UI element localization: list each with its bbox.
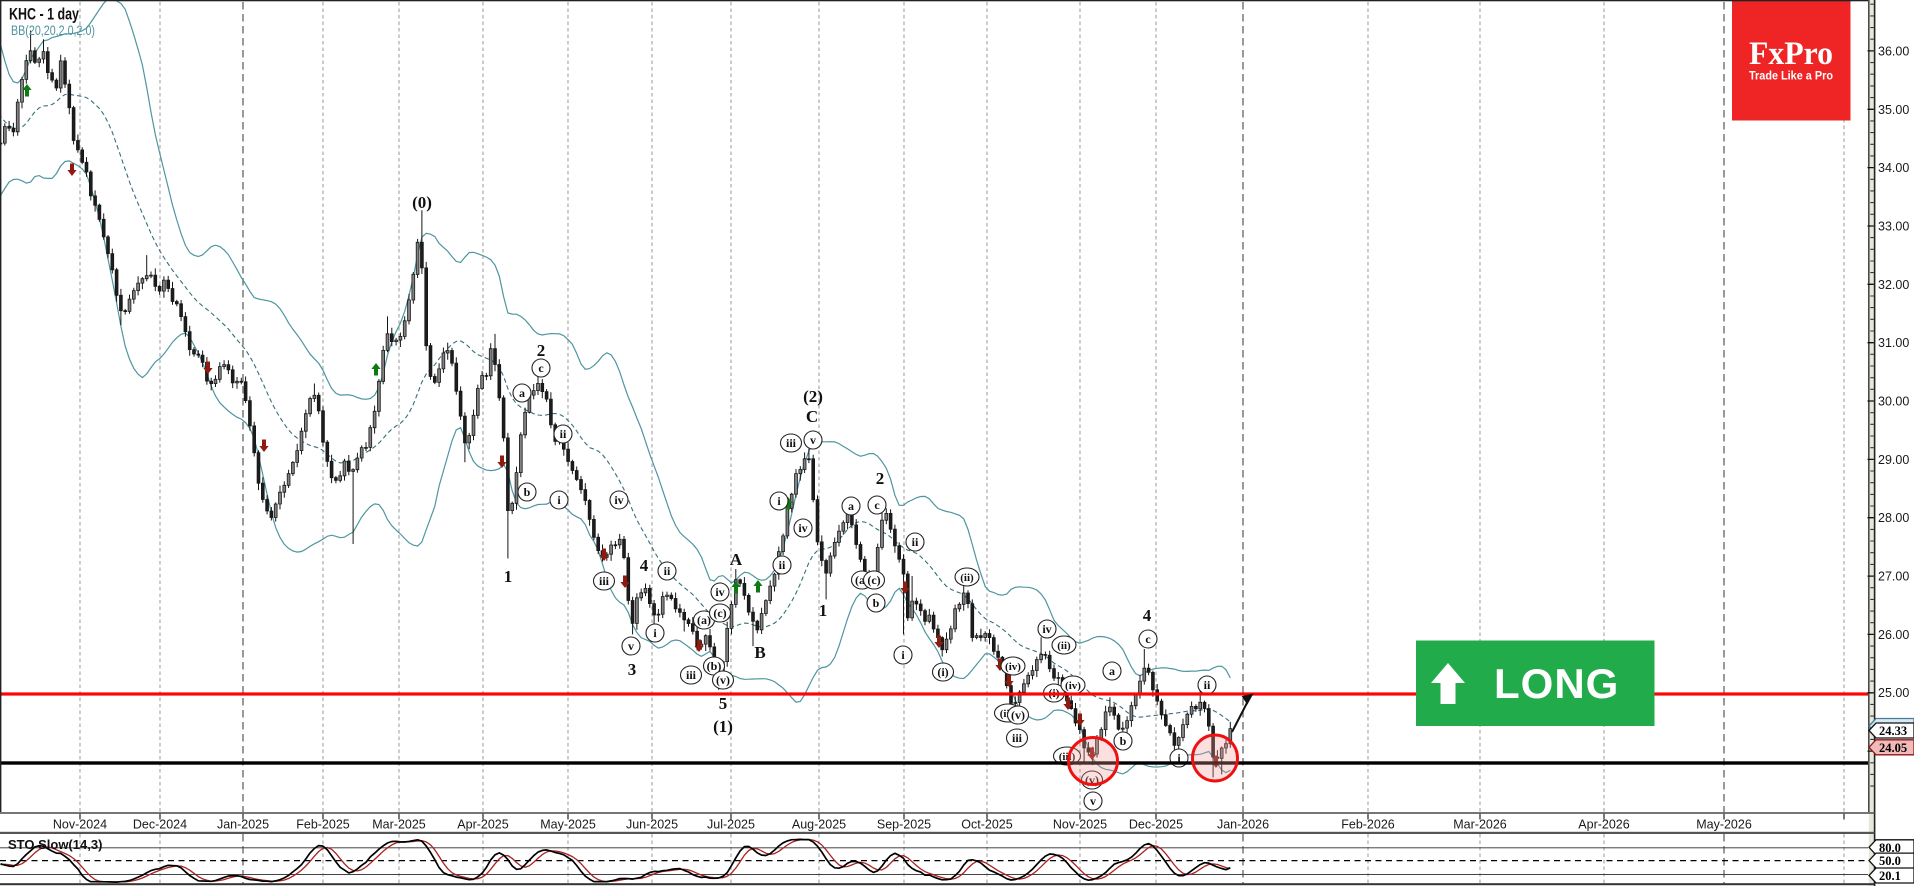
svg-text:(1): (1) <box>713 717 733 736</box>
svg-text:34.00: 34.00 <box>1878 161 1909 175</box>
svg-text:25.00: 25.00 <box>1878 686 1909 700</box>
svg-text:4: 4 <box>1143 606 1152 625</box>
svg-text:LONG: LONG <box>1494 660 1619 707</box>
svg-text:May-2025: May-2025 <box>540 818 596 832</box>
svg-text:ii: ii <box>1204 678 1211 692</box>
svg-text:b: b <box>524 485 531 499</box>
svg-text:c: c <box>1145 632 1151 646</box>
svg-text:24.33: 24.33 <box>1879 724 1907 738</box>
svg-text:(iv): (iv) <box>1005 661 1021 673</box>
svg-text:STO Slow(14,3): STO Slow(14,3) <box>8 837 102 852</box>
svg-text:1: 1 <box>819 601 828 620</box>
svg-text:c: c <box>874 498 880 512</box>
svg-text:iii: iii <box>1012 731 1023 745</box>
svg-text:(i): (i) <box>937 665 948 679</box>
svg-text:(0): (0) <box>412 193 432 212</box>
svg-text:a: a <box>848 499 854 513</box>
svg-text:Mar-2025: Mar-2025 <box>372 818 426 832</box>
svg-text:30.00: 30.00 <box>1878 395 1909 409</box>
svg-text:Oct-2025: Oct-2025 <box>961 818 1012 832</box>
svg-text:May-2026: May-2026 <box>1696 818 1752 832</box>
svg-text:(v): (v) <box>716 673 730 687</box>
svg-text:Dec-2025: Dec-2025 <box>1129 818 1183 832</box>
svg-text:Dec-2024: Dec-2024 <box>133 818 187 832</box>
svg-text:26.00: 26.00 <box>1878 628 1909 642</box>
svg-text:33.00: 33.00 <box>1878 220 1909 234</box>
svg-text:v: v <box>628 639 634 653</box>
svg-text:5: 5 <box>719 694 728 713</box>
svg-text:Jan-2025: Jan-2025 <box>217 818 269 832</box>
svg-text:4: 4 <box>640 556 649 575</box>
svg-text:b: b <box>873 596 880 610</box>
svg-text:ii: ii <box>912 535 919 549</box>
svg-text:1: 1 <box>504 567 513 586</box>
svg-text:iii: iii <box>686 668 697 682</box>
svg-text:3: 3 <box>628 660 637 679</box>
svg-text:28.00: 28.00 <box>1878 511 1909 525</box>
svg-text:35.00: 35.00 <box>1878 103 1909 117</box>
svg-text:iv: iv <box>614 493 623 507</box>
svg-text:50.0: 50.0 <box>1879 854 1901 868</box>
svg-text:Jul-2025: Jul-2025 <box>707 818 755 832</box>
svg-text:iv: iv <box>1042 622 1051 636</box>
svg-text:36.00: 36.00 <box>1878 44 1909 58</box>
svg-text:KHC - 1 day: KHC - 1 day <box>9 5 79 24</box>
svg-text:Mar-2026: Mar-2026 <box>1453 818 1507 832</box>
svg-text:Nov-2025: Nov-2025 <box>1053 818 1107 832</box>
svg-text:(v): (v) <box>1011 708 1025 722</box>
svg-text:Aug-2025: Aug-2025 <box>792 818 846 832</box>
svg-text:c: c <box>538 361 544 375</box>
svg-text:Feb-2025: Feb-2025 <box>296 818 350 832</box>
svg-text:v: v <box>1090 794 1096 808</box>
svg-text:(iii): (iii) <box>1059 751 1076 763</box>
svg-text:A: A <box>730 550 743 569</box>
svg-text:(ii): (ii) <box>960 572 974 584</box>
svg-text:iii: iii <box>786 436 797 450</box>
svg-text:(ii): (ii) <box>1057 640 1071 652</box>
svg-text:i: i <box>653 626 657 640</box>
svg-text:Nov-2024: Nov-2024 <box>53 818 107 832</box>
svg-text:2: 2 <box>876 469 885 488</box>
svg-text:i: i <box>901 648 905 662</box>
svg-text:Sep-2025: Sep-2025 <box>877 818 931 832</box>
svg-text:FxPro: FxPro <box>1749 36 1833 72</box>
svg-text:20.1: 20.1 <box>1879 869 1901 883</box>
svg-text:iv: iv <box>798 521 807 535</box>
svg-text:a: a <box>1109 664 1115 678</box>
svg-text:32.00: 32.00 <box>1878 278 1909 292</box>
svg-text:27.00: 27.00 <box>1878 570 1909 584</box>
svg-text:Jun-2025: Jun-2025 <box>626 818 678 832</box>
svg-text:(c): (c) <box>867 573 880 587</box>
svg-text:ii: ii <box>560 427 567 441</box>
svg-text:i: i <box>1177 751 1181 765</box>
svg-text:29.00: 29.00 <box>1878 453 1909 467</box>
svg-text:(b): (b) <box>707 659 722 673</box>
svg-text:Jan-2026: Jan-2026 <box>1217 818 1269 832</box>
svg-text:B: B <box>754 643 765 662</box>
svg-text:C: C <box>806 407 818 426</box>
svg-text:24.05: 24.05 <box>1879 741 1907 755</box>
svg-text:i: i <box>557 493 561 507</box>
svg-text:Trade Like a Pro: Trade Like a Pro <box>1749 71 1833 83</box>
svg-text:i: i <box>777 494 781 508</box>
svg-text:v: v <box>810 433 816 447</box>
svg-text:iii: iii <box>599 574 610 588</box>
svg-text:(iv): (iv) <box>1065 680 1081 692</box>
svg-text:b: b <box>1120 734 1127 748</box>
svg-text:31.00: 31.00 <box>1878 336 1909 350</box>
svg-text:Apr-2026: Apr-2026 <box>1578 818 1629 832</box>
svg-text:(2): (2) <box>803 387 823 406</box>
svg-text:(a): (a) <box>697 613 711 627</box>
svg-text:ii: ii <box>664 564 671 578</box>
svg-text:ii: ii <box>779 558 786 572</box>
svg-text:iv: iv <box>715 585 724 599</box>
svg-text:a: a <box>519 386 525 400</box>
svg-text:Apr-2025: Apr-2025 <box>457 818 508 832</box>
svg-text:BB(20,20,2.0,2.0): BB(20,20,2.0,2.0) <box>11 23 95 38</box>
svg-text:2: 2 <box>537 341 546 360</box>
svg-text:Feb-2026: Feb-2026 <box>1341 818 1395 832</box>
svg-text:80.0: 80.0 <box>1879 841 1901 855</box>
svg-text:(c): (c) <box>713 606 726 620</box>
